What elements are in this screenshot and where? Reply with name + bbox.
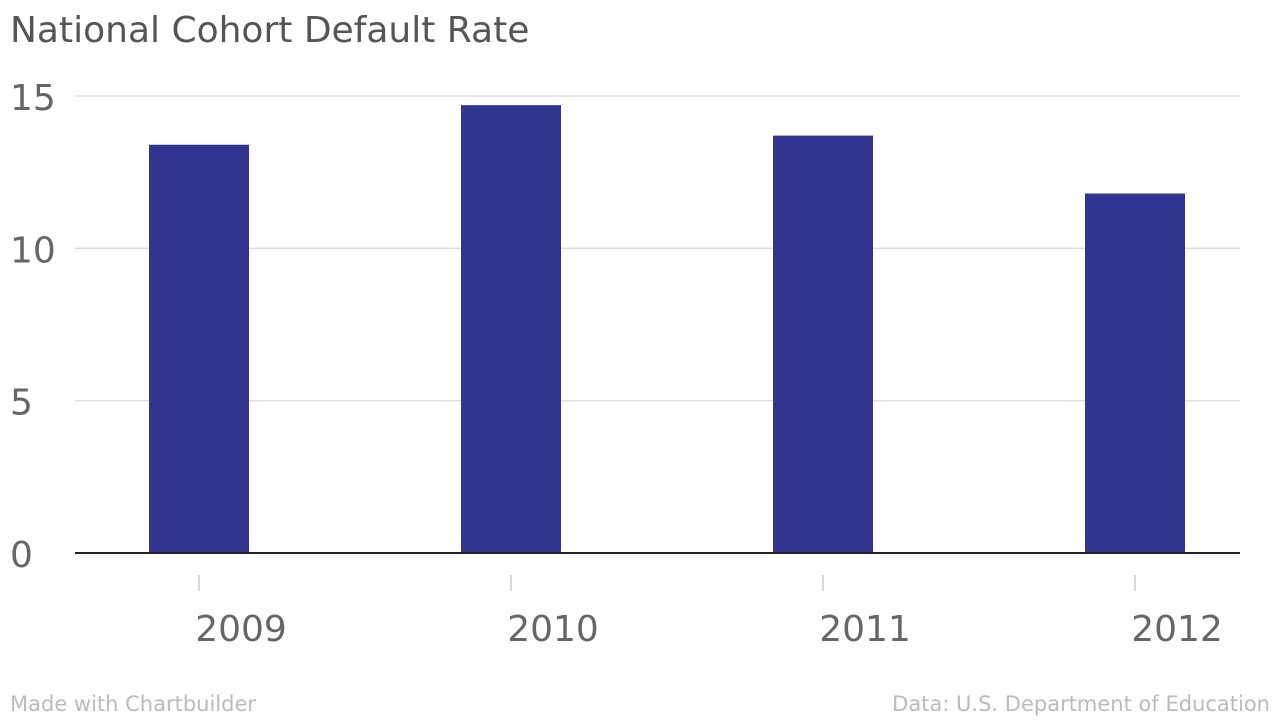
bar-2009: [149, 144, 249, 553]
source-text: Data: U.S. Department of Education: [892, 692, 1270, 716]
bars: [149, 105, 1185, 553]
bar-2011: [773, 135, 873, 553]
x-tick-label: 2011: [819, 609, 911, 650]
x-tick-label: 2012: [1131, 609, 1223, 650]
y-tick-label: 10: [10, 230, 56, 271]
credit-text: Made with Chartbuilder: [10, 692, 257, 716]
y-tick-label: 15: [10, 78, 56, 119]
x-tick-label: 2010: [507, 609, 599, 650]
x-tick-label: 2009: [195, 609, 287, 650]
y-axis-ticks: 0 5 10 15: [10, 78, 56, 576]
bar-2010: [461, 105, 561, 553]
bar-2012: [1085, 193, 1185, 553]
gridlines: [75, 95, 1240, 402]
y-tick-label: 5: [10, 383, 33, 424]
x-axis-ticks: 2009 2010 2011 2012: [195, 575, 1223, 650]
y-tick-label: 0: [10, 535, 33, 576]
chart-title: National Cohort Default Rate: [10, 10, 530, 51]
